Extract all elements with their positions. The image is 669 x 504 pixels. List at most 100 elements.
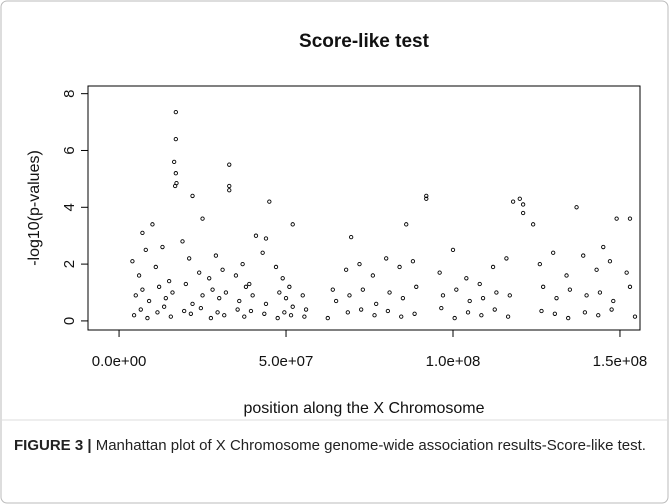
point	[424, 193, 429, 199]
point	[222, 313, 227, 318]
point	[180, 239, 185, 244]
point	[607, 259, 613, 264]
point	[343, 267, 349, 272]
point	[190, 301, 195, 307]
chart-title: Score-like test	[299, 31, 430, 52]
point	[182, 308, 187, 314]
point	[156, 284, 162, 289]
point	[275, 315, 280, 321]
point	[400, 296, 406, 301]
point	[242, 314, 247, 319]
x-tick-label: 0.0e+00	[92, 353, 147, 370]
x-axis-title: position along the X Chromosome	[243, 400, 484, 417]
point	[601, 244, 606, 250]
point	[627, 216, 633, 221]
point	[574, 205, 579, 210]
point	[253, 233, 259, 238]
point	[303, 307, 309, 312]
point	[596, 313, 601, 318]
point	[150, 222, 155, 227]
point	[627, 284, 633, 289]
point	[136, 273, 142, 278]
point	[247, 281, 252, 287]
point	[227, 162, 232, 167]
point	[611, 298, 616, 304]
point	[187, 256, 192, 261]
point	[183, 281, 188, 287]
point	[632, 314, 638, 319]
point	[567, 287, 573, 292]
point	[283, 296, 289, 301]
point	[166, 278, 172, 284]
point	[582, 310, 588, 315]
point	[220, 267, 225, 272]
point	[140, 287, 145, 292]
point	[424, 196, 429, 201]
point	[465, 310, 471, 315]
point	[347, 293, 352, 298]
point	[243, 284, 249, 289]
point	[357, 261, 362, 267]
point	[133, 293, 138, 298]
x-tick-label: 1.0e+08	[426, 353, 481, 370]
point	[564, 273, 569, 278]
point	[477, 281, 482, 287]
point	[173, 109, 178, 115]
point	[188, 311, 194, 316]
y-tick-label: 0	[61, 317, 78, 325]
point	[143, 247, 148, 253]
point	[263, 301, 269, 307]
point	[384, 256, 389, 261]
point	[163, 296, 168, 301]
caption-text: Manhattan plot of X Chromosome genome-wi…	[95, 437, 646, 454]
point	[492, 307, 497, 312]
point	[172, 159, 177, 164]
point	[200, 216, 205, 221]
point	[541, 284, 546, 289]
point	[300, 293, 305, 298]
point	[288, 313, 294, 318]
point	[290, 222, 295, 227]
point	[333, 298, 339, 304]
point	[267, 199, 272, 204]
point	[374, 301, 379, 307]
point	[440, 293, 446, 298]
x-tick-label: 5.0e+07	[259, 353, 314, 370]
point	[414, 284, 419, 289]
point	[614, 216, 619, 221]
point	[437, 270, 442, 275]
point	[235, 307, 240, 312]
point	[287, 284, 292, 289]
point	[237, 298, 242, 304]
point	[200, 293, 205, 298]
point	[566, 315, 571, 321]
point	[262, 311, 267, 316]
point	[479, 313, 484, 318]
point	[273, 264, 279, 270]
y-tick-label: 4	[61, 203, 78, 211]
point	[250, 293, 255, 298]
point	[554, 296, 559, 301]
point	[490, 264, 496, 270]
point	[520, 202, 526, 207]
point	[213, 253, 219, 258]
point	[410, 259, 416, 264]
point	[399, 314, 404, 319]
point	[190, 193, 195, 199]
point	[551, 250, 556, 255]
point	[507, 293, 512, 298]
point	[594, 267, 599, 272]
point	[584, 293, 589, 298]
point	[173, 171, 178, 176]
point	[348, 234, 354, 240]
point	[404, 222, 409, 227]
point	[537, 261, 542, 267]
point	[480, 296, 486, 301]
y-tick-label: 8	[61, 89, 78, 97]
point	[504, 256, 509, 261]
point	[360, 287, 365, 292]
point	[140, 230, 145, 236]
point	[330, 287, 335, 292]
